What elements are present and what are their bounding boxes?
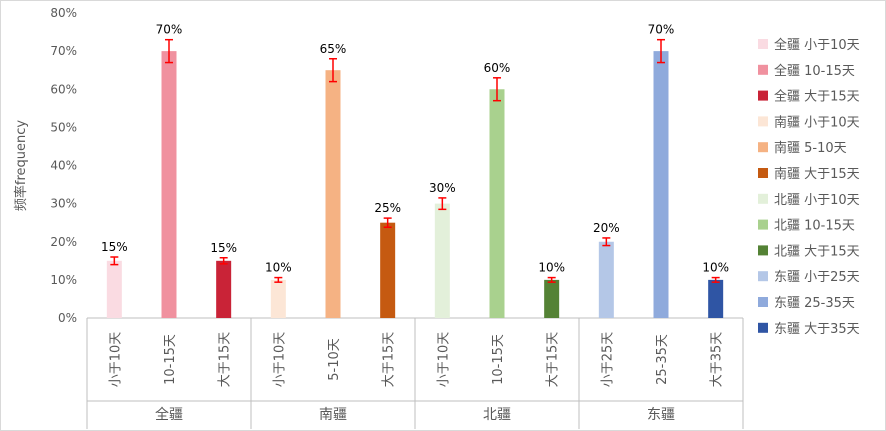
x-tick-label: 10-15天 bbox=[491, 334, 506, 385]
data-label: 15% bbox=[101, 240, 128, 254]
x-tick-label: 10-15天 bbox=[163, 334, 178, 385]
legend-label: 全疆 10-15天 bbox=[774, 63, 855, 79]
data-label: 70% bbox=[156, 23, 183, 37]
legend-swatch bbox=[758, 90, 768, 101]
legend-label: 南疆 小于10天 bbox=[774, 114, 860, 130]
x-tick-label: 大于15天 bbox=[382, 332, 397, 388]
group-label: 东疆 bbox=[647, 407, 675, 423]
data-label: 15% bbox=[210, 241, 237, 255]
group-label: 全疆 bbox=[155, 406, 183, 423]
legend-label: 北疆 小于10天 bbox=[774, 193, 860, 208]
y-tick-label: 60% bbox=[50, 82, 77, 96]
bar bbox=[325, 70, 341, 318]
legend-label: 全疆 小于10天 bbox=[774, 37, 860, 53]
data-label: 10% bbox=[702, 261, 729, 275]
legend-swatch bbox=[758, 297, 768, 307]
data-label: 20% bbox=[593, 221, 620, 235]
legend-label: 东疆 小于25天 bbox=[774, 270, 860, 285]
x-tick-label: 小于10天 bbox=[108, 332, 123, 388]
bar bbox=[380, 222, 396, 318]
y-tick-label: 0% bbox=[58, 311, 77, 325]
bar bbox=[598, 241, 614, 318]
x-tick-label: 25-35天 bbox=[655, 334, 670, 385]
legend-label: 东疆 大于35天 bbox=[774, 322, 860, 337]
legend-swatch bbox=[758, 116, 768, 127]
bar bbox=[489, 89, 505, 318]
legend-swatch bbox=[758, 193, 768, 204]
y-tick-label: 50% bbox=[50, 120, 77, 134]
x-tick-label: 5-10天 bbox=[327, 338, 342, 381]
legend-label: 南疆 大于15天 bbox=[774, 166, 860, 182]
bar bbox=[161, 51, 177, 318]
data-label: 70% bbox=[648, 23, 675, 37]
legend-swatch bbox=[758, 271, 768, 282]
y-tick-label: 10% bbox=[50, 273, 77, 287]
x-tick-label: 小于10天 bbox=[272, 332, 287, 388]
legend-label: 北疆 大于15天 bbox=[774, 244, 860, 259]
y-axis-title: 频率frequency bbox=[13, 120, 29, 212]
legend-label: 南疆 5-10天 bbox=[774, 140, 847, 156]
legend-label: 全疆 大于15天 bbox=[774, 89, 860, 105]
data-label: 60% bbox=[484, 61, 511, 75]
x-tick-label: 小于10天 bbox=[436, 332, 451, 388]
legend-label: 东疆 25-35天 bbox=[774, 296, 855, 311]
y-tick-label: 20% bbox=[50, 235, 77, 249]
bar bbox=[708, 279, 724, 318]
legend-swatch bbox=[758, 219, 768, 230]
data-label: 25% bbox=[374, 201, 401, 215]
legend-swatch bbox=[758, 322, 768, 333]
y-tick-label: 70% bbox=[50, 44, 77, 58]
bar bbox=[216, 260, 232, 318]
y-tick-label: 30% bbox=[50, 197, 77, 211]
x-tick-label: 大于35天 bbox=[710, 332, 725, 388]
legend-swatch bbox=[758, 168, 768, 178]
data-label: 30% bbox=[429, 181, 456, 195]
bar bbox=[434, 203, 450, 318]
bar bbox=[544, 279, 560, 318]
data-label: 10% bbox=[265, 261, 292, 275]
legend-swatch bbox=[758, 245, 768, 256]
bar bbox=[653, 51, 669, 318]
legend-swatch bbox=[758, 64, 768, 75]
legend-swatch bbox=[758, 39, 768, 49]
data-label: 65% bbox=[320, 42, 347, 56]
y-tick-label: 80% bbox=[50, 6, 77, 20]
x-tick-label: 大于15天 bbox=[218, 332, 233, 388]
group-label: 南疆 bbox=[319, 407, 347, 423]
group-label: 北疆 bbox=[483, 407, 511, 423]
y-tick-label: 40% bbox=[50, 159, 77, 173]
x-tick-label: 大于15天 bbox=[546, 332, 561, 388]
data-label: 10% bbox=[538, 261, 565, 275]
bar bbox=[270, 279, 286, 318]
legend-swatch bbox=[758, 142, 768, 153]
bar bbox=[106, 260, 122, 318]
x-tick-label: 小于25天 bbox=[600, 332, 615, 388]
legend-label: 北疆 10-15天 bbox=[774, 219, 855, 234]
